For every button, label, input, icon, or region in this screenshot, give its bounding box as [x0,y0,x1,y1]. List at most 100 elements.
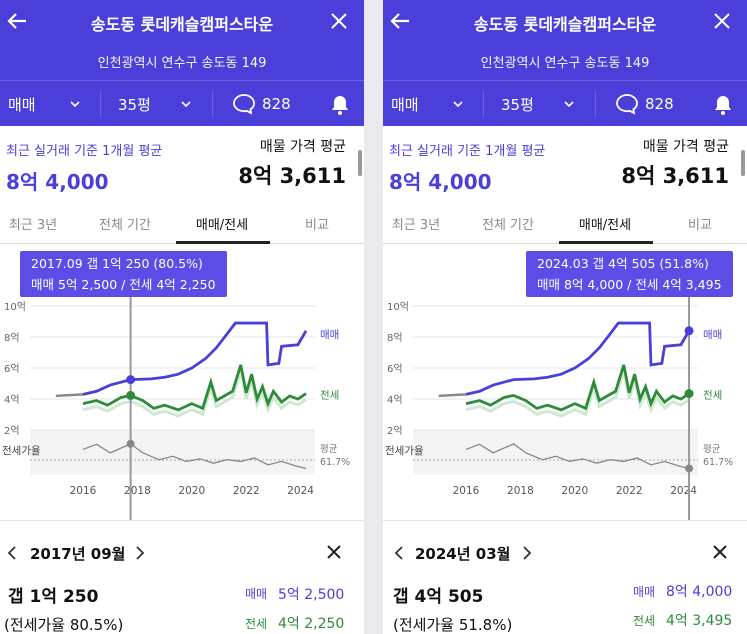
active-tab-indicator [559,241,653,244]
close-icon[interactable] [713,12,731,30]
sale-label: 매매 [245,587,268,601]
jeonse-label: 전세 [633,614,656,628]
filter-bar: 매매 35평 828 [383,80,747,126]
tab-recent-3y[interactable]: 최근 3년 [8,218,58,233]
app-header: 송도동 롯데캐슬캠퍼스타운 인천광역시 연수구 송도동 149 매매 35평 8… [0,0,364,126]
tab-sale-jeonse[interactable]: 매매/전세 [195,218,249,233]
ratio-point [685,464,694,473]
price-chart[interactable]: 2억 4억 6억 8억 10억 2016 2018 2020 2022 2024 평균 61.7% 전세… [0,245,364,520]
size-value: 35평 [501,95,534,114]
year-month: 2024년 03월 [415,545,511,563]
tab-recent-3y[interactable]: 최근 3년 [391,218,441,233]
jeonse-series-label: 전세 [320,389,339,401]
comments-button[interactable]: 828 [232,81,302,127]
sale-point [126,375,136,385]
avg-ratio-value: 61.7% [320,457,350,468]
tab-bar: 최근 3년 전체 기간 매매/전세 비교 [0,200,364,244]
tooltip-line1: 2017.09 갭 1억 250 (80.5%) [31,256,203,271]
close-icon[interactable] [330,12,348,30]
listing-value: 8억 3,611 [238,164,346,188]
gap-value: 갭 4억 505 [393,587,484,607]
chart-tooltip: 2017.09 갭 1억 250 (80.5%) 매매 5억 2,500 / 전… [20,251,227,297]
sale-point [684,326,694,336]
app-header: 송도동 롯데캐슬캠퍼스타운 인천광역시 연수구 송도동 149 매매 35평 8… [383,0,747,126]
divider [212,91,213,117]
tab-sale-jeonse[interactable]: 매매/전세 [578,218,632,233]
ratio-band [30,430,315,475]
chevron-right-icon[interactable] [134,546,146,560]
active-tab-indicator [176,241,270,244]
y-tick-label: 2억 [4,425,20,437]
size-select[interactable]: 35평 [501,81,593,127]
back-arrow-icon[interactable] [6,10,28,32]
jeonse-ratio: (전세가율 51.8%) [393,616,513,634]
close-icon[interactable] [713,545,727,559]
x-tick-label: 2024 [670,485,697,497]
jeonse-value: 4억 2,250 [278,616,345,632]
page-title: 송도동 롯데캐슬캠퍼스타운 [90,15,274,34]
listing-value: 8억 3,611 [621,164,729,188]
jeonse-line [465,364,690,412]
sale-line [465,321,691,396]
trade-type-select[interactable]: 매매 [8,81,100,127]
sale-line [82,321,308,396]
y-tick-label: 6억 [387,363,403,375]
scrollbar[interactable] [741,150,745,176]
jeonse-series-label: 전세 [703,389,722,401]
jeonse-range-band [82,370,307,418]
y-tick-label: 8억 [4,332,20,344]
ratio-band [413,430,698,475]
y-tick-label: 8억 [387,332,403,344]
year-month: 2017년 09월 [30,545,126,563]
chevron-down-icon [181,101,191,108]
bell-icon[interactable] [713,94,733,116]
listing-label: 매물 가격 평균 [259,139,346,155]
y-tick-label: 6억 [4,363,20,375]
chevron-down-icon [453,101,463,108]
y-tick-label: 10억 [4,301,26,313]
y-tick-label: 4억 [4,394,20,406]
size-select[interactable]: 35평 [118,81,210,127]
ratio-line [82,443,307,470]
comments-count: 828 [645,95,674,113]
avg-ratio-value: 61.7% [703,457,733,468]
ratio-series-label: 전세가율 [385,445,424,457]
trade-type-select[interactable]: 매매 [391,81,483,127]
recent-label: 최근 실거래 기준 1개월 평균 [389,144,546,159]
scrollbar[interactable] [358,150,362,176]
page-title: 송도동 롯데캐슬캠퍼스타운 [473,15,657,34]
divider [383,520,747,521]
comments-button[interactable]: 828 [615,81,685,127]
ratio-series-label: 전세가율 [2,445,41,457]
tab-all-period[interactable]: 전체 기간 [482,218,534,233]
avg-label: 평균 [320,444,338,455]
tab-compare[interactable]: 비교 [688,218,712,233]
chevron-right-icon[interactable] [521,546,533,560]
gap-value: 갭 1억 250 [8,587,99,607]
sale-label: 매매 [633,585,656,599]
tab-compare[interactable]: 비교 [305,218,329,233]
chevron-left-icon[interactable] [393,546,405,560]
sale-value: 5억 2,500 [278,587,345,603]
back-arrow-icon[interactable] [389,10,411,32]
sale-value: 8억 4,000 [666,584,733,600]
price-chart[interactable]: 2억 4억 6억 8억 10억 2016 2018 2020 2022 2024 평균 61.7% 전세… [383,245,747,520]
jeonse-label: 전세 [245,617,268,631]
x-tick-label: 2020 [178,485,205,497]
divider [483,91,484,117]
tab-bar: 최근 3년 전체 기간 매매/전세 비교 [383,200,747,244]
chat-bubble-icon [616,94,638,115]
jeonse-range-band [465,370,690,418]
comments-count: 828 [262,95,291,113]
chevron-left-icon[interactable] [6,546,18,560]
jeonse-ratio: (전세가율 80.5%) [4,616,124,634]
bell-icon[interactable] [330,94,350,116]
jeonse-line [82,364,307,412]
close-icon[interactable] [327,545,341,559]
chevron-down-icon [70,101,80,108]
x-tick-label: 2022 [616,485,643,497]
ratio-line [465,443,690,470]
avg-label: 평균 [703,444,721,455]
tab-all-period[interactable]: 전체 기간 [99,218,151,233]
jeonse-point [126,390,136,400]
